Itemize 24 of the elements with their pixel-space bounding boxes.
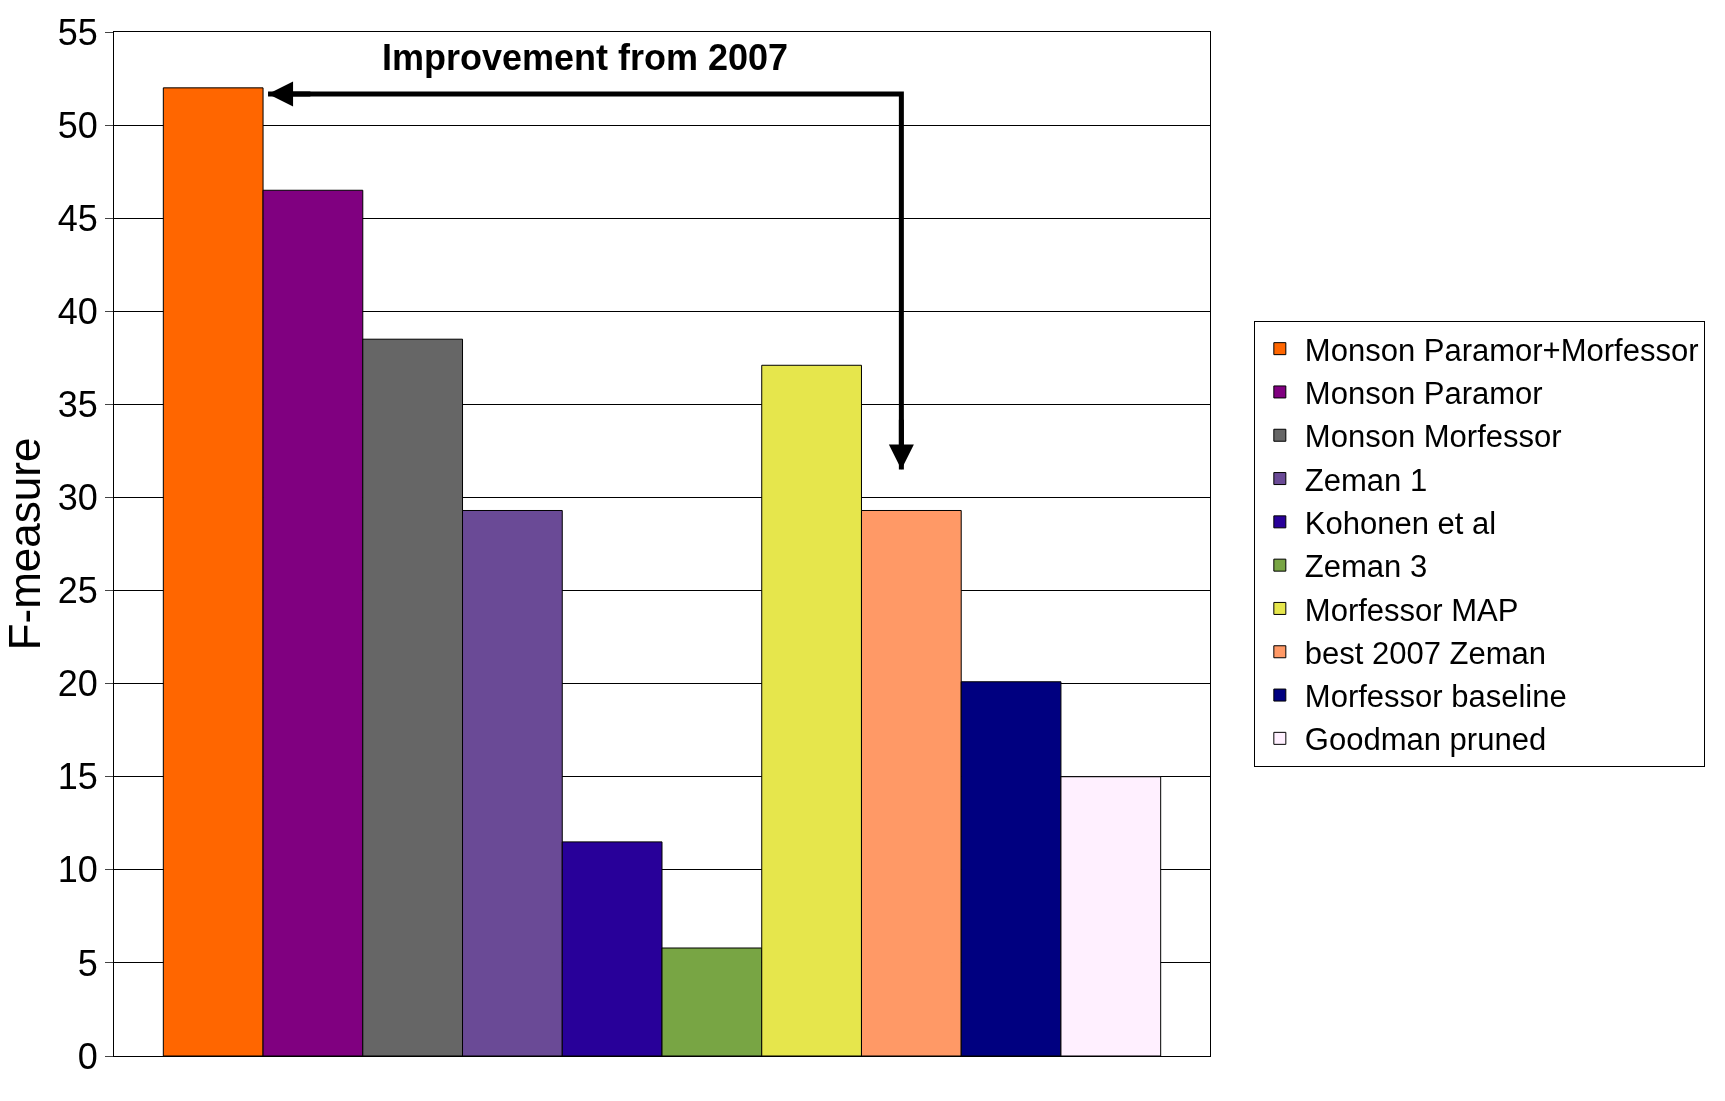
y-tick-label: 5	[77, 942, 98, 984]
y-tick-label: 0	[77, 1035, 98, 1077]
y-tick-label: 45	[57, 197, 98, 239]
legend-label: Kohonen et al	[1304, 505, 1497, 541]
y-tick-label: 35	[57, 383, 98, 425]
legend-label: Morfessor MAP	[1304, 592, 1519, 628]
legend-label: best 2007 Zeman	[1304, 635, 1547, 671]
y-tick-label: 40	[57, 290, 98, 332]
y-axis-title: F-measure	[0, 437, 49, 651]
legend-label: Monson Morfessor	[1304, 419, 1562, 455]
annotation: Improvement from 2007	[382, 37, 789, 78]
y-tick-label: 50	[57, 104, 98, 146]
y-tick-label: 10	[57, 849, 98, 891]
legend-label: Monson Paramor+Morfessor	[1304, 332, 1699, 368]
legend-label: Monson Paramor	[1304, 376, 1543, 412]
y-tick-label: 25	[57, 570, 98, 612]
legend-label: Goodman pruned	[1304, 722, 1547, 758]
y-tick-label: 20	[57, 663, 98, 705]
legend-label: Zeman 1	[1304, 462, 1428, 498]
legend-label: Morfessor baseline	[1304, 679, 1567, 715]
y-tick-label: 15	[57, 756, 98, 798]
legend-label: Zeman 3	[1304, 549, 1428, 585]
y-tick-label: 30	[57, 477, 98, 519]
y-tick-label: 55	[57, 11, 98, 53]
